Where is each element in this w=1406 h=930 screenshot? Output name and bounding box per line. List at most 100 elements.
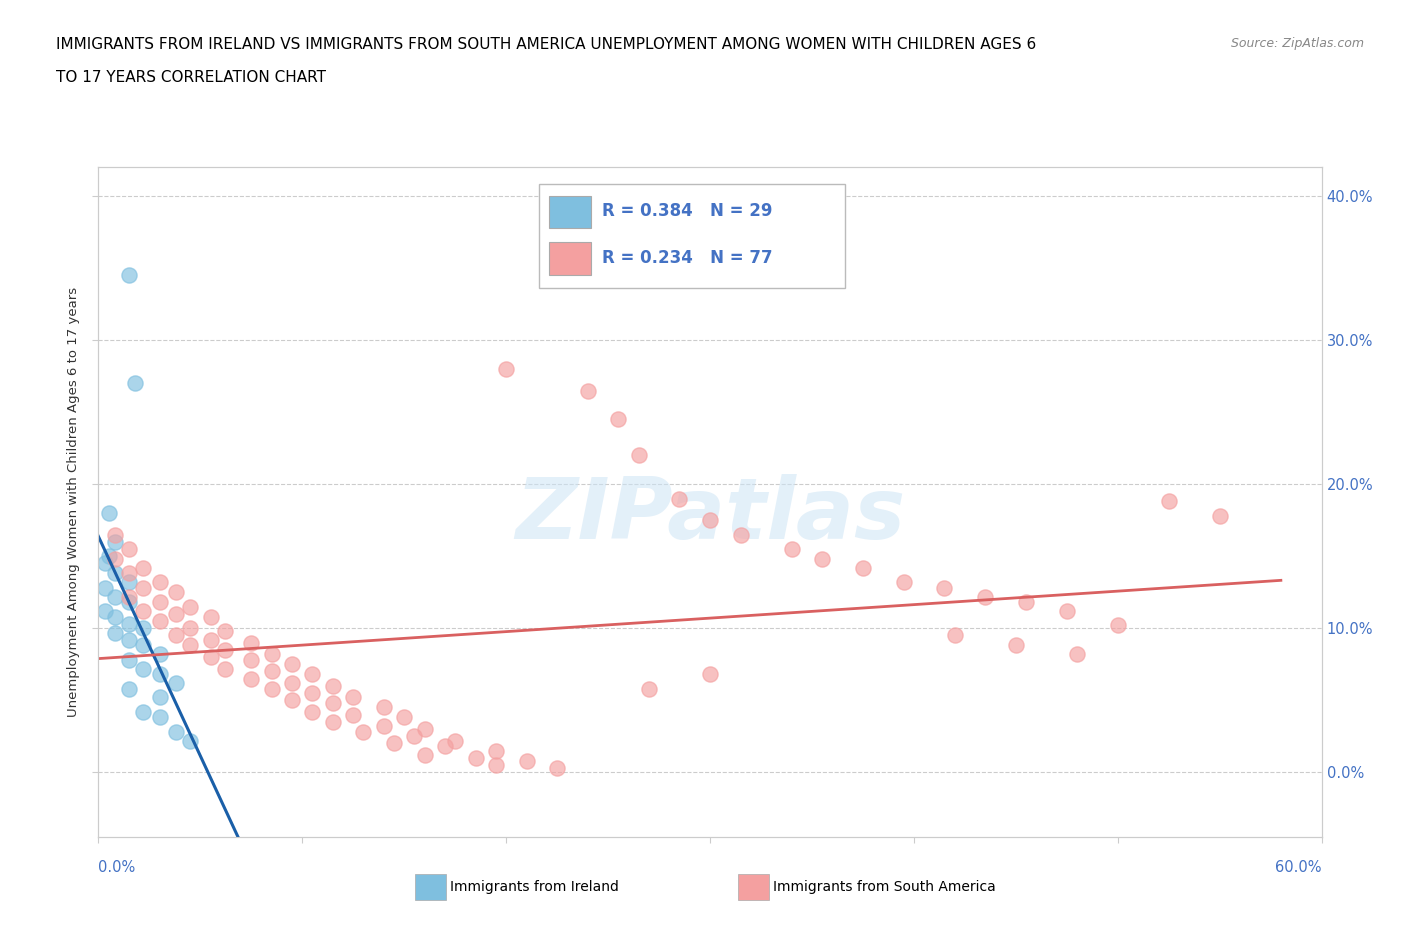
Text: 60.0%: 60.0% (1275, 860, 1322, 875)
Point (179, 599, 201, 614)
Point (132, 638, 155, 653)
Point (179, 638, 201, 653)
Point (200, 632, 222, 647)
Point (132, 604, 155, 618)
Point (607, 412, 630, 427)
Point (1004, 638, 1026, 653)
Point (638, 682, 661, 697)
Point (322, 714, 344, 729)
Point (200, 609, 222, 624)
Point (485, 758, 508, 773)
Point (668, 491, 690, 506)
Point (301, 685, 323, 700)
Point (149, 595, 172, 610)
Point (104, 566, 127, 581)
Point (165, 585, 187, 600)
Point (104, 535, 127, 550)
Point (495, 362, 517, 377)
Point (240, 653, 263, 668)
Point (373, 700, 395, 715)
Point (1015, 595, 1038, 610)
Point (373, 719, 395, 734)
Point (179, 620, 201, 635)
Y-axis label: Unemployment Among Women with Children Ages 6 to 17 years: Unemployment Among Women with Children A… (66, 287, 80, 717)
Text: 0.0%: 0.0% (98, 860, 135, 875)
Point (165, 724, 187, 739)
FancyBboxPatch shape (548, 195, 592, 228)
Point (240, 635, 263, 650)
Point (301, 704, 323, 719)
Point (104, 589, 127, 604)
Point (404, 729, 426, 744)
Point (434, 738, 457, 753)
Point (730, 527, 752, 542)
Point (1209, 509, 1232, 524)
Point (132, 560, 155, 575)
Point (118, 632, 141, 647)
Point (118, 566, 141, 581)
Point (118, 541, 141, 556)
Point (943, 628, 966, 643)
Point (118, 617, 141, 631)
Point (281, 675, 304, 690)
Point (104, 551, 127, 566)
Point (149, 614, 172, 629)
Point (214, 661, 236, 676)
Point (149, 646, 172, 661)
Point (97, 506, 120, 521)
Point (214, 643, 236, 658)
Text: Immigrants from South America: Immigrants from South America (773, 880, 995, 895)
FancyBboxPatch shape (538, 184, 845, 288)
Point (118, 589, 141, 604)
Point (132, 661, 155, 676)
Point (93, 580, 115, 595)
Point (281, 693, 304, 708)
Point (149, 667, 172, 682)
Text: R = 0.384   N = 29: R = 0.384 N = 29 (602, 202, 773, 219)
Point (118, 682, 141, 697)
Point (118, 595, 141, 610)
Text: Immigrants from Ireland: Immigrants from Ireland (450, 880, 619, 895)
Point (974, 589, 997, 604)
Point (260, 682, 283, 697)
Point (97, 549, 120, 564)
Point (893, 575, 915, 590)
Point (260, 646, 283, 661)
Point (699, 667, 721, 682)
Point (240, 671, 263, 686)
Point (516, 753, 538, 768)
Point (576, 383, 599, 398)
Point (93, 604, 115, 618)
Point (464, 751, 486, 765)
Point (413, 748, 436, 763)
Point (118, 575, 141, 590)
Text: Source: ZipAtlas.com: Source: ZipAtlas.com (1230, 37, 1364, 50)
Point (104, 527, 127, 542)
FancyBboxPatch shape (548, 243, 592, 274)
Point (124, 376, 146, 391)
Text: R = 0.234   N = 77: R = 0.234 N = 77 (602, 249, 773, 267)
Point (149, 575, 172, 590)
Point (352, 724, 374, 739)
Point (811, 551, 834, 566)
Point (260, 664, 283, 679)
Point (1056, 604, 1078, 618)
Point (132, 704, 155, 719)
Point (281, 657, 304, 671)
Point (413, 722, 436, 737)
Text: TO 17 YEARS CORRELATION CHART: TO 17 YEARS CORRELATION CHART (56, 70, 326, 85)
Point (627, 448, 650, 463)
Point (104, 609, 127, 624)
Point (93, 556, 115, 571)
Point (1157, 494, 1180, 509)
Point (149, 690, 172, 705)
Point (780, 541, 803, 556)
Point (342, 690, 364, 705)
Point (485, 743, 508, 758)
Point (546, 761, 568, 776)
Point (214, 624, 236, 639)
Point (934, 580, 956, 595)
Point (322, 678, 344, 693)
Point (1107, 618, 1129, 632)
Point (301, 667, 323, 682)
